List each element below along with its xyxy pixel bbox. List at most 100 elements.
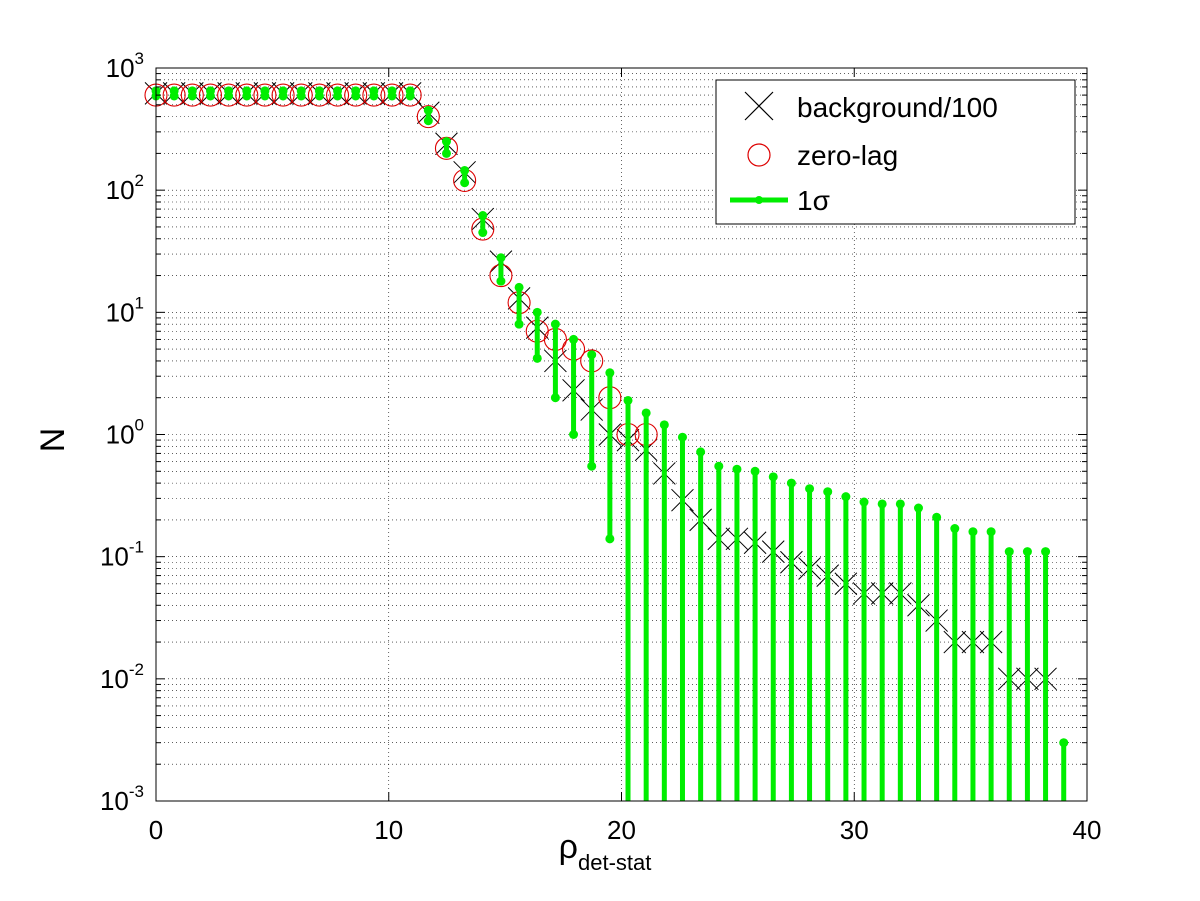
zero-lag-point [162, 83, 186, 107]
sigma-lower-point [496, 276, 506, 286]
tick-marks [155, 67, 1088, 802]
sigma-lower-point [478, 228, 488, 238]
legend-entry-background: background/100 [744, 91, 998, 123]
sigma-lower-point [314, 91, 324, 101]
sigma-upper-point [496, 253, 506, 263]
sigma-upper-point [950, 524, 960, 534]
y-tick-label: 10-1 [100, 538, 144, 572]
zero-lag-point [235, 83, 259, 107]
legend-label-sigma: 1σ [797, 185, 830, 216]
sigma-upper-point [913, 503, 923, 513]
sigma-upper-point [423, 105, 433, 115]
legend-entry-sigma: 1σ [730, 185, 830, 216]
sigma-upper-point [677, 432, 687, 442]
legend-entry-zero-lag: zero-lag [747, 140, 898, 171]
zero-lag-point [325, 83, 350, 107]
sigma-lower-point [387, 91, 397, 101]
legend-label-background: background/100 [797, 92, 998, 123]
series-layer [144, 82, 1069, 801]
sigma-lower-point [369, 91, 379, 101]
sigma-lower-point [514, 319, 524, 329]
sigma-upper-point [968, 527, 978, 537]
sigma-upper-point [805, 484, 815, 494]
sigma-upper-point [587, 350, 597, 360]
sigma-lower-point [569, 430, 579, 439]
sigma-upper-point [714, 461, 724, 471]
sigma-upper-point [532, 307, 542, 317]
sigma-upper-point [1022, 547, 1032, 557]
sigma-upper-point [623, 395, 633, 405]
zero-lag-point [253, 83, 277, 107]
sigma-upper-point [441, 137, 451, 147]
y-tick-label: 101 [106, 293, 144, 327]
legend-label-zero-lag: zero-lag [797, 140, 898, 171]
y-tick-label: 103 [106, 49, 144, 83]
sigma-lower-point [187, 91, 197, 101]
x-tick-label: 40 [1073, 815, 1102, 845]
sigma-lower-point [532, 353, 542, 363]
sigma-upper-point [895, 499, 905, 509]
sigma-lower-point [242, 91, 252, 101]
x-marker-icon [744, 91, 774, 121]
sigma-lower-point [460, 178, 470, 188]
tick-labels: 0 10 20 30 40 10-3 10-2 10-1 100 101 102 103 [100, 49, 1102, 845]
sigma-lower-point [351, 91, 361, 101]
sigma-upper-point [986, 527, 996, 537]
sigma-lower-point [224, 91, 234, 101]
sigma-upper-point [514, 282, 524, 292]
sigma-lower-point [278, 91, 288, 101]
sigma-upper-point [1059, 738, 1069, 748]
legend: background/100 zero-lag 1σ [715, 79, 1076, 225]
errorbar-dot-icon [755, 196, 763, 204]
sigma-upper-point [750, 466, 760, 476]
zero-lag-point [362, 83, 386, 107]
sigma-upper-point [841, 492, 851, 502]
sigma-lower-point [550, 393, 560, 403]
zero-lag-point [180, 83, 204, 107]
sigma-upper-point [1041, 547, 1051, 557]
sigma-upper-point [823, 487, 833, 497]
sigma-upper-point [460, 165, 470, 175]
zero-lag-point [289, 83, 313, 107]
sigma-lower-point [260, 91, 270, 101]
sigma-lower-point [169, 91, 179, 101]
sigma-lower-point [333, 91, 343, 101]
zero-lag-point [198, 83, 223, 107]
zero-lag-point [271, 83, 295, 107]
x-axis-label-sub: det-stat [578, 850, 651, 875]
sigma-upper-point [768, 472, 778, 482]
sigma-lower-point [587, 461, 597, 471]
sigma-lower-point [205, 91, 215, 101]
sigma-upper-point [550, 319, 560, 329]
y-axis-label: N [34, 428, 72, 453]
zero-lag-point [307, 83, 331, 107]
x-tick-label: 10 [374, 815, 403, 845]
sigma-lower-point [296, 91, 306, 101]
sigma-lower-point [405, 91, 415, 101]
sigma-upper-point [659, 420, 669, 430]
sigma-upper-point [478, 211, 488, 221]
sigma-lower-point [605, 534, 615, 544]
sigma-upper-point [932, 512, 942, 522]
sigma-upper-point [786, 478, 796, 488]
y-tick-label: 100 [106, 416, 144, 450]
zero-lag-point [217, 83, 241, 107]
sigma-upper-point [732, 464, 742, 474]
x-tick-label: 20 [607, 815, 636, 845]
circle-marker-icon [747, 143, 771, 167]
sigma-upper-point [605, 368, 615, 378]
sigma-lower-point [423, 116, 433, 126]
sigma-lower-point [441, 148, 451, 158]
x-axis-label: ρdet-stat [559, 828, 652, 875]
zero-lag-point [344, 83, 368, 107]
y-tick-label: 10-2 [100, 660, 144, 694]
x-axis-label-main: ρ [559, 828, 578, 866]
sigma-upper-point [859, 497, 869, 507]
sigma-upper-point [641, 408, 651, 418]
zero-lag-point [416, 105, 440, 129]
x-tick-label: 30 [840, 815, 869, 845]
zero-lag-point [398, 83, 422, 107]
sigma-upper-point [569, 334, 579, 344]
y-tick-label: 10-3 [100, 782, 144, 816]
